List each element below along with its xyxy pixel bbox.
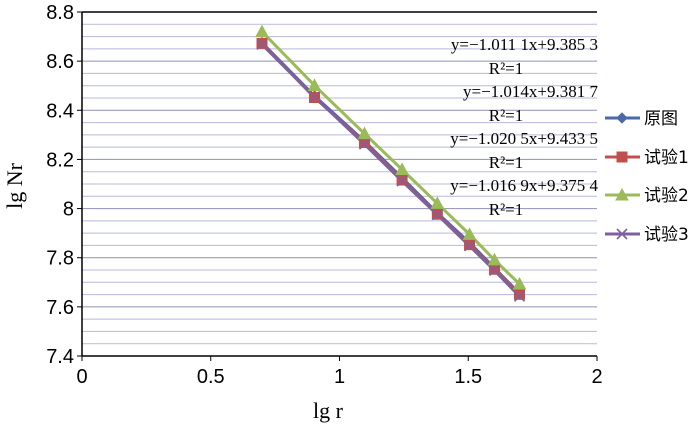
data-point xyxy=(512,276,527,290)
marker-stroke xyxy=(358,138,371,150)
x-tick-label: 1.5 xyxy=(454,366,482,388)
marker-stroke xyxy=(256,38,268,50)
y-tick-label: 8.2 xyxy=(46,149,74,171)
data-point xyxy=(307,78,322,91)
marker-stroke xyxy=(513,290,526,302)
legend-marker xyxy=(616,112,628,124)
data-point xyxy=(357,126,372,140)
r-squared-label: R²=1 xyxy=(489,106,524,125)
trendline-equation: y=−1.016 9x+9.375 4 xyxy=(450,176,598,195)
data-point xyxy=(464,239,476,251)
series-group xyxy=(255,24,527,302)
trendline-equation: y=−1.011 1x+9.385 3 xyxy=(451,35,598,54)
legend-marker xyxy=(616,228,628,240)
y-tick-label: 8.4 xyxy=(46,100,74,122)
data-point xyxy=(513,290,526,302)
x-tick-label: 0.5 xyxy=(197,366,225,388)
y-tick-label: 8.8 xyxy=(46,2,74,24)
data-point xyxy=(431,209,443,221)
marker-stroke xyxy=(431,209,443,221)
data-point xyxy=(463,240,476,252)
legend-marker xyxy=(615,187,629,201)
legend-label: 试验2 xyxy=(644,186,689,206)
x-tick-label: 0 xyxy=(76,366,87,388)
marker-stroke xyxy=(488,264,501,277)
data-point xyxy=(488,264,501,277)
trendline-equation: y=−1.014x+9.381 7 xyxy=(463,82,599,101)
data-point xyxy=(462,227,477,240)
y-tick-label: 8.6 xyxy=(46,51,74,73)
annotations: y=−1.011 1x+9.385 3 R²=1 y=−1.014x+9.381 7… xyxy=(450,35,598,219)
y-tick-label: 7.6 xyxy=(46,297,74,319)
data-point xyxy=(256,38,268,50)
marker-stroke xyxy=(396,175,408,187)
legend-label: 试验1 xyxy=(644,148,689,168)
marker-stroke xyxy=(308,91,321,103)
data-point xyxy=(487,252,502,266)
data-point xyxy=(395,162,409,176)
y-tick-label: 7.8 xyxy=(46,248,74,270)
y-axis-label: lg Nr xyxy=(2,162,27,209)
data-point xyxy=(396,175,408,187)
r-squared-label: R²=1 xyxy=(489,200,524,219)
data-point xyxy=(430,196,445,209)
data-point xyxy=(513,288,525,300)
series-line-3 xyxy=(260,30,521,286)
axes xyxy=(77,11,598,361)
y-tick-label: 7.4 xyxy=(46,346,74,368)
data-point xyxy=(255,24,269,38)
x-tick-label: 1 xyxy=(334,366,345,388)
marker-stroke xyxy=(616,228,628,240)
legend-marker xyxy=(616,151,628,163)
r-squared-label: R²=1 xyxy=(489,153,524,172)
gridlines xyxy=(82,23,597,345)
r-squared-label: R²=1 xyxy=(489,59,524,78)
x-axis-label: lg r xyxy=(313,398,344,423)
legend-label: 试验3 xyxy=(644,225,689,245)
marker-stroke xyxy=(463,240,476,252)
x-tick-label: 2 xyxy=(591,366,602,388)
y-tick-label: 8 xyxy=(63,199,74,221)
data-point xyxy=(358,138,371,150)
data-point xyxy=(489,263,501,275)
tick-labels: 0 0.5 1 1.5 2 7.4 7.6 7.8 8 8.2 8.4 8.6 8.8 xyxy=(46,2,602,388)
legend-label: 原图 xyxy=(644,109,678,129)
data-point xyxy=(308,91,321,103)
trendline-equation: y=−1.020 5x+9.433 5 xyxy=(450,129,598,148)
